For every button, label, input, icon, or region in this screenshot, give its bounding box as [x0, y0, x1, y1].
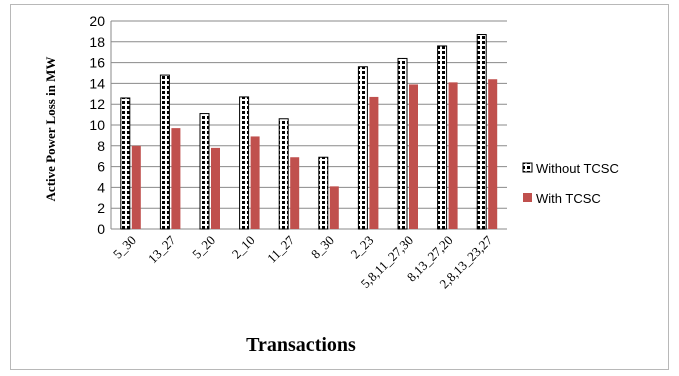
bars — [120, 34, 498, 230]
bar-with-tcsc-3 — [250, 136, 260, 229]
tick-labels: 0 2 4 6 8 10 12 14 16 18 20 — [89, 13, 105, 237]
y-tick-label: 10 — [89, 117, 105, 133]
bar-with-tcsc-4 — [290, 157, 300, 229]
chart-frame: 0 2 4 6 8 10 12 14 16 18 20 5_30 13_27 5_20 2_10 11_27… — [10, 4, 669, 370]
bar-with-tcsc-9 — [488, 79, 498, 230]
legend-swatch-with-tcsc — [523, 193, 532, 202]
bar-without-tcsc-4 — [278, 118, 289, 230]
bar-without-tcsc-7 — [397, 57, 408, 230]
y-tick-label: 2 — [97, 200, 105, 216]
grid-lines — [111, 20, 507, 230]
legend-label-without-tcsc: Without TCSC — [536, 161, 619, 176]
y-tick-label: 6 — [97, 159, 105, 175]
bar-without-tcsc-5 — [318, 156, 329, 230]
x-axis-label: Transactions — [246, 334, 356, 356]
bar-with-tcsc-6 — [369, 96, 379, 229]
bar-without-tcsc-3 — [239, 96, 250, 230]
x-category-label: 2_23 — [348, 233, 377, 262]
x-category-label: 5_30 — [110, 233, 139, 262]
bar-without-tcsc-6 — [357, 66, 368, 230]
x-category-label: 13_27 — [145, 232, 179, 266]
bar-with-tcsc-5 — [329, 186, 339, 229]
bar-without-tcsc-8 — [437, 45, 448, 230]
bar-with-tcsc-1 — [171, 128, 181, 229]
bar-with-tcsc-7 — [409, 84, 418, 229]
bar-with-tcsc-2 — [211, 147, 220, 229]
legend-label-with-tcsc: With TCSC — [536, 191, 601, 206]
legend: Without TCSC With TCSC — [522, 161, 619, 206]
y-tick-label: 0 — [97, 221, 105, 237]
y-tick-label: 16 — [89, 55, 105, 71]
category-labels: 5_30 13_27 5_20 2_10 11_27 8_30 2_235,8,11_27,… — [110, 232, 496, 291]
bar-without-tcsc-1 — [159, 74, 170, 230]
bar-without-tcsc-9 — [476, 34, 487, 230]
y-tick-label: 14 — [89, 75, 105, 91]
x-category-label: 5_20 — [189, 233, 218, 262]
x-category-label: 11_27 — [264, 232, 298, 266]
y-tick-label: 8 — [97, 138, 105, 154]
legend-swatch-without-tcsc — [522, 162, 533, 173]
y-tick-label: 18 — [89, 34, 105, 50]
bar-with-tcsc-8 — [448, 82, 458, 229]
y-tick-label: 4 — [97, 179, 105, 195]
bar-with-tcsc-0 — [131, 145, 141, 229]
bar-without-tcsc-0 — [120, 97, 131, 230]
x-category-label: 8_30 — [308, 233, 337, 262]
bar-chart: 0 2 4 6 8 10 12 14 16 18 20 5_30 13_27 5_20 2_10 11_27… — [43, 13, 619, 356]
x-category-label: 2_10 — [229, 233, 258, 262]
y-axis-label: Active Power Loss in MW — [43, 57, 58, 202]
bar-without-tcsc-2 — [199, 113, 210, 230]
y-tick-label: 12 — [89, 96, 105, 112]
y-tick-label: 20 — [89, 13, 105, 29]
